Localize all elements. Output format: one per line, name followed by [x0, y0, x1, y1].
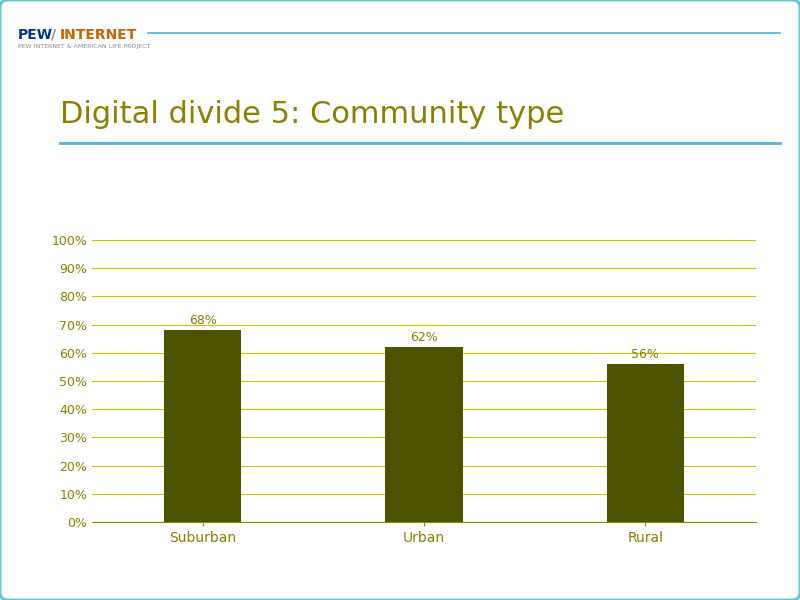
Text: PEW INTERNET & AMERICAN LIFE PROJECT: PEW INTERNET & AMERICAN LIFE PROJECT [18, 44, 150, 49]
Text: 68%: 68% [189, 314, 217, 327]
Text: INTERNET: INTERNET [60, 28, 138, 42]
Text: 56%: 56% [631, 347, 659, 361]
Text: Digital divide 5: Community type: Digital divide 5: Community type [60, 100, 564, 129]
Text: 62%: 62% [410, 331, 438, 344]
Text: /: / [51, 28, 56, 42]
Bar [164, 330, 242, 522]
Text: PEW: PEW [18, 28, 53, 42]
Bar [606, 364, 684, 522]
Bar [386, 347, 462, 522]
